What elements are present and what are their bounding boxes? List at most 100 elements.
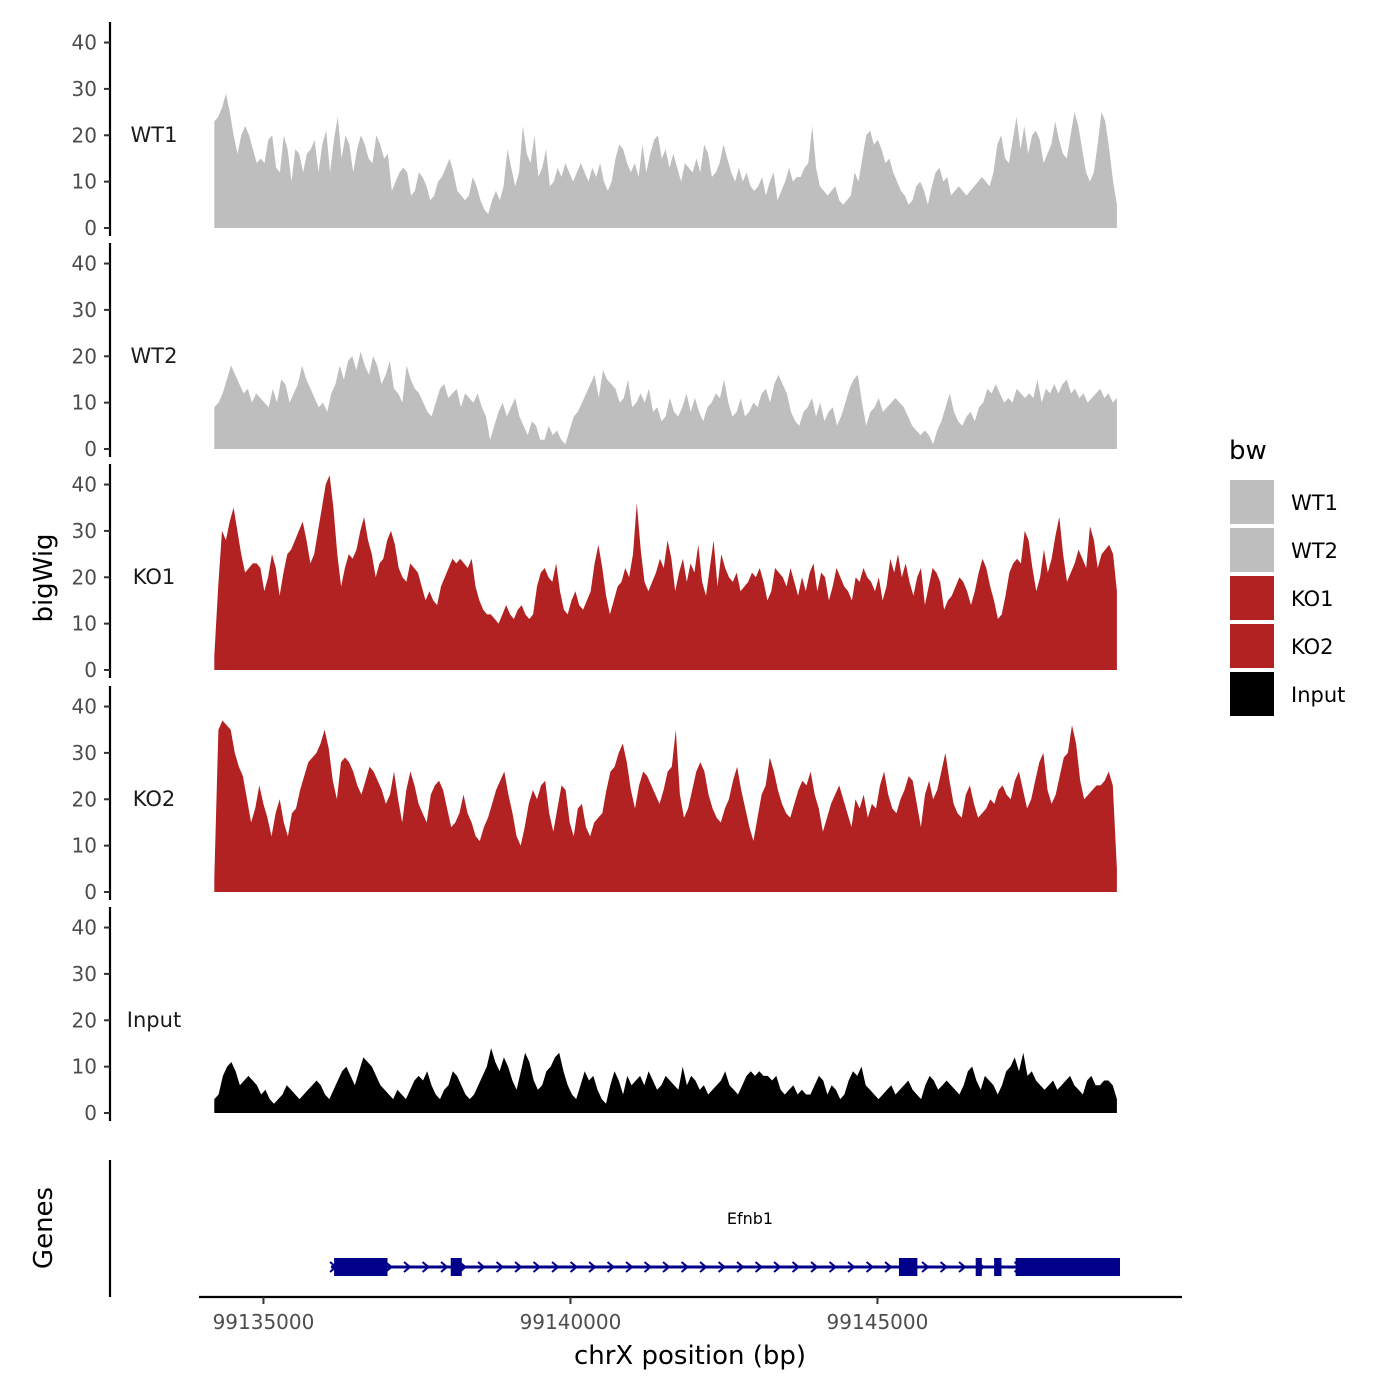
- gene-exon: [334, 1258, 388, 1276]
- legend-title: bw: [1229, 436, 1267, 466]
- gene-exon: [994, 1258, 1002, 1276]
- gene-exon: [450, 1258, 462, 1276]
- y-tick-label: 20: [72, 565, 97, 589]
- y-tick-label: 10: [72, 834, 97, 858]
- legend-entries: WT1 WT2 KO1 KO2 Input: [1230, 480, 1345, 716]
- gene-exon: [898, 1258, 918, 1276]
- y-tick-label: 20: [72, 1008, 97, 1032]
- coverage-area-input: [214, 1048, 1117, 1113]
- panel-label: WT1: [131, 123, 178, 147]
- strand-arrow: [662, 1261, 671, 1273]
- strand-arrow: [588, 1261, 597, 1273]
- y-tick-label: 20: [72, 787, 97, 811]
- strand-arrow: [884, 1261, 893, 1273]
- strand-arrow: [865, 1261, 875, 1273]
- y-tick-label: 20: [72, 123, 97, 147]
- y-tick-label: 0: [84, 1101, 97, 1125]
- panel-input: 0 10 20 30 40 Input: [72, 907, 1117, 1125]
- panel-label: Input: [127, 1008, 181, 1032]
- y-tick-label: 0: [84, 658, 97, 682]
- strand-arrow: [532, 1261, 542, 1273]
- strand-arrow: [847, 1261, 856, 1273]
- y-tick-label: 40: [72, 31, 97, 55]
- bigwig-panels: 0 10 20 30 40 WT1 0 10 20 30 40 WT2 0 10 20 30 40 KO1 0 10 2…: [72, 22, 1117, 1125]
- strand-arrow: [625, 1261, 634, 1273]
- panel-label: KO1: [133, 565, 176, 589]
- legend-label: KO2: [1291, 635, 1334, 659]
- legend-swatch: [1230, 480, 1274, 524]
- strand-arrow: [421, 1261, 431, 1273]
- y-tick-label: 30: [72, 77, 97, 101]
- strand-arrow: [717, 1261, 727, 1273]
- strand-arrow: [643, 1261, 653, 1273]
- legend-label: WT2: [1291, 539, 1338, 563]
- coverage-area-wt2: [214, 351, 1117, 449]
- y-tick-label: 0: [84, 216, 97, 240]
- gene-name-label: Efnb1: [727, 1209, 773, 1228]
- strand-arrow: [569, 1261, 579, 1273]
- gene-exon: [975, 1258, 982, 1276]
- y-tick-label: 10: [72, 1055, 97, 1079]
- y-tick-label: 30: [72, 962, 97, 986]
- strand-arrow: [514, 1261, 523, 1273]
- legend-swatch: [1230, 528, 1274, 572]
- strand-arrow: [810, 1261, 819, 1273]
- strand-arrow: [921, 1261, 930, 1273]
- strand-arrow: [495, 1261, 505, 1273]
- y-tick-label: 10: [72, 170, 97, 194]
- strand-arrow: [699, 1261, 708, 1273]
- strand-arrow: [606, 1261, 616, 1273]
- gene-model-efnb1: [329, 1258, 1120, 1276]
- strand-arrow: [736, 1261, 745, 1273]
- legend-label: Input: [1291, 683, 1345, 707]
- panel-wt2: 0 10 20 30 40 WT2: [72, 243, 1117, 461]
- strand-arrow: [791, 1261, 801, 1273]
- y-tick-label: 40: [72, 916, 97, 940]
- x-axis: 99135000 99140000 99145000 chrX position (…: [199, 1295, 1182, 1371]
- y-tick-label: 30: [72, 298, 97, 322]
- x-tick-group: 99135000 99140000 99145000: [213, 1297, 929, 1334]
- y-tick-label: 40: [72, 695, 97, 719]
- strand-arrow: [440, 1261, 449, 1273]
- x-tick-label: 99140000: [520, 1310, 622, 1334]
- legend-swatch: [1230, 672, 1274, 716]
- strand-arrow: [939, 1261, 949, 1273]
- y-tick-label: 40: [72, 473, 97, 497]
- strand-arrow: [828, 1261, 838, 1273]
- coverage-area-wt1: [214, 93, 1117, 228]
- genes-track: Genes Efnb1: [29, 1160, 1120, 1297]
- gene-exon: [1015, 1258, 1120, 1276]
- legend-label: WT1: [1291, 491, 1338, 515]
- y-tick-label: 10: [72, 612, 97, 636]
- x-tick-label: 99145000: [827, 1310, 929, 1334]
- panel-ko1: 0 10 20 30 40 KO1: [72, 464, 1117, 682]
- strand-arrow: [958, 1261, 967, 1273]
- strand-arrow: [477, 1261, 486, 1273]
- panel-label: WT2: [131, 344, 178, 368]
- coverage-area-ko2: [214, 720, 1117, 892]
- strand-arrow: [384, 1261, 394, 1273]
- strand-arrow: [773, 1261, 782, 1273]
- y-tick-label: 0: [84, 880, 97, 904]
- strand-arrow: [754, 1261, 764, 1273]
- x-tick-label: 99135000: [213, 1310, 315, 1334]
- legend-label: KO1: [1291, 587, 1334, 611]
- genes-track-label: Genes: [29, 1187, 59, 1269]
- legend-swatch: [1230, 576, 1274, 620]
- y-tick-label: 40: [72, 252, 97, 276]
- y-tick-label: 0: [84, 437, 97, 461]
- panel-wt1: 0 10 20 30 40 WT1: [72, 22, 1117, 240]
- strand-arrow: [680, 1261, 690, 1273]
- y-tick-label: 20: [72, 344, 97, 368]
- strand-arrow: [551, 1261, 560, 1273]
- strand-arrow: [403, 1261, 412, 1273]
- y-tick-label: 30: [72, 519, 97, 543]
- legend-swatch: [1230, 624, 1274, 668]
- panel-label: KO2: [133, 787, 176, 811]
- y-axis-label: bigWig: [29, 533, 59, 622]
- x-axis-label: chrX position (bp): [574, 1341, 806, 1371]
- coverage-area-ko1: [214, 475, 1117, 670]
- y-tick-label: 10: [72, 391, 97, 415]
- y-tick-label: 30: [72, 741, 97, 765]
